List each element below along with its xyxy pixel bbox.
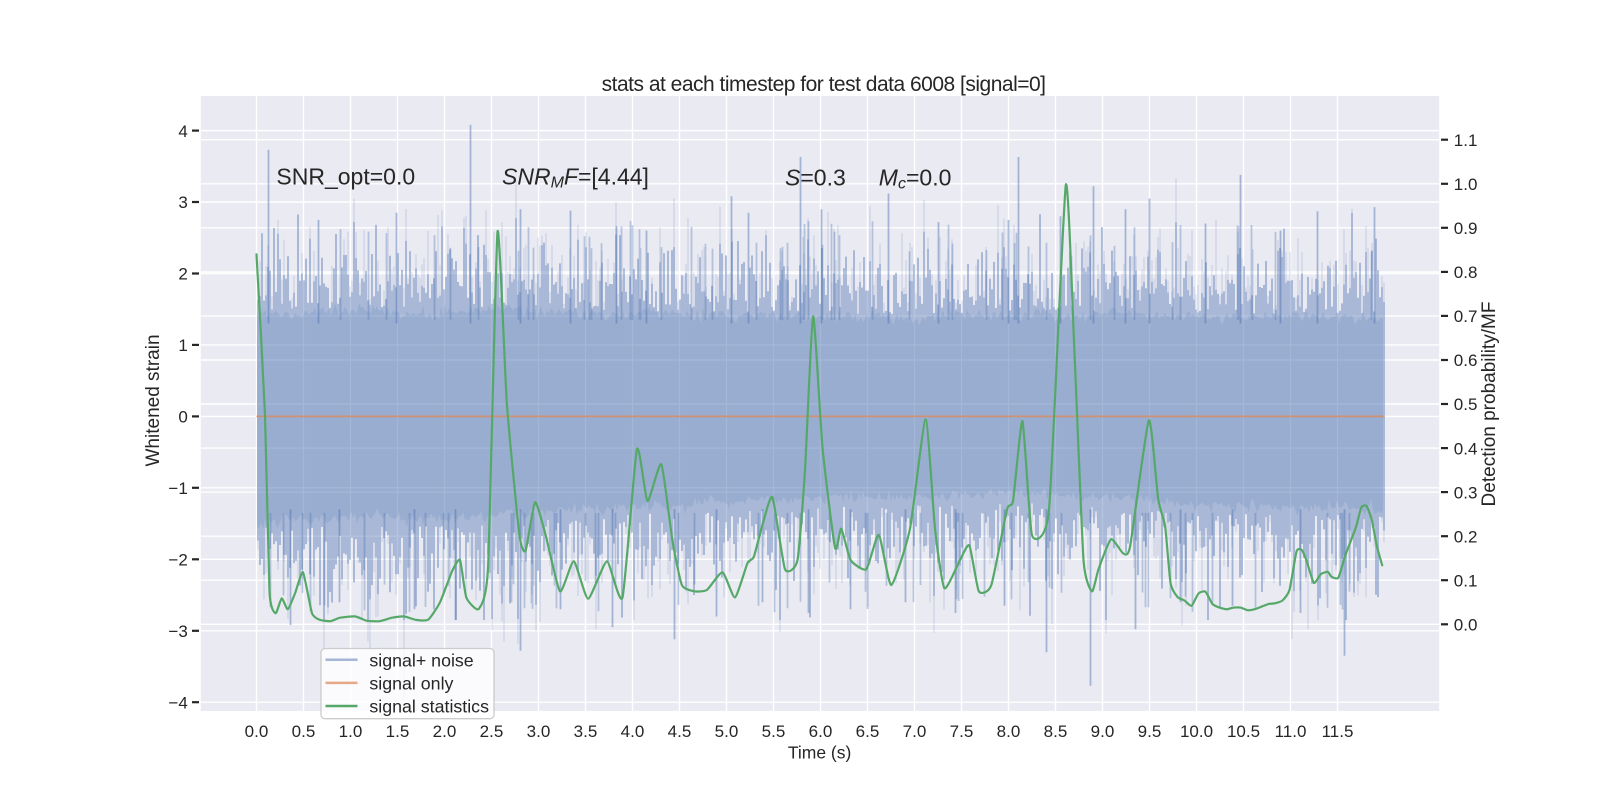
svg-text:3.0: 3.0 [527, 722, 551, 741]
svg-text:signal only: signal only [369, 673, 453, 693]
svg-text:0.0: 0.0 [245, 722, 269, 741]
svg-text:9.5: 9.5 [1138, 722, 1162, 741]
svg-text:7.5: 7.5 [950, 722, 974, 741]
svg-text:8.5: 8.5 [1044, 722, 1068, 741]
svg-text:Detection probability/MF: Detection probability/MF [1479, 302, 1500, 507]
svg-text:0.9: 0.9 [1454, 219, 1478, 238]
svg-text:10.5: 10.5 [1227, 722, 1260, 741]
svg-text:S=0.3: S=0.3 [785, 165, 846, 191]
svg-text:0: 0 [178, 408, 187, 427]
svg-text:10.0: 10.0 [1180, 722, 1213, 741]
svg-text:0.5: 0.5 [1454, 395, 1478, 414]
svg-text:0.5: 0.5 [292, 722, 316, 741]
svg-text:Whitened strain: Whitened strain [143, 334, 164, 466]
svg-text:3.5: 3.5 [574, 722, 598, 741]
svg-text:1.5: 1.5 [386, 722, 410, 741]
svg-text:−1: −1 [168, 479, 187, 498]
svg-text:1: 1 [178, 336, 187, 355]
svg-text:3: 3 [178, 193, 187, 212]
svg-text:2.5: 2.5 [480, 722, 504, 741]
svg-text:SNRMF=[4.44]: SNRMF=[4.44] [502, 164, 649, 192]
svg-text:−4: −4 [168, 693, 187, 712]
svg-text:8.0: 8.0 [997, 722, 1021, 741]
svg-text:1.1: 1.1 [1454, 131, 1478, 150]
svg-text:−3: −3 [168, 622, 187, 641]
svg-text:−2: −2 [168, 551, 187, 570]
svg-text:signal statistics: signal statistics [369, 697, 489, 717]
svg-text:SNR_opt=0.0: SNR_opt=0.0 [276, 164, 415, 190]
svg-text:4.0: 4.0 [621, 722, 645, 741]
svg-text:2.0: 2.0 [433, 722, 457, 741]
svg-text:2: 2 [178, 265, 187, 284]
svg-text:signal+ noise: signal+ noise [369, 650, 473, 670]
svg-text:11.0: 11.0 [1275, 722, 1307, 741]
svg-text:0.6: 0.6 [1454, 351, 1478, 370]
svg-text:0.1: 0.1 [1454, 572, 1478, 591]
svg-text:1.0: 1.0 [1454, 175, 1478, 194]
svg-text:0.3: 0.3 [1454, 483, 1478, 502]
svg-text:7.0: 7.0 [903, 722, 927, 741]
svg-text:6.0: 6.0 [809, 722, 833, 741]
svg-text:stats at each timestep for tes: stats at each timestep for test data 600… [602, 73, 1046, 96]
svg-text:5.0: 5.0 [715, 722, 739, 741]
svg-text:0.2: 0.2 [1454, 527, 1478, 546]
svg-text:0.0: 0.0 [1454, 616, 1478, 635]
svg-text:4: 4 [178, 122, 187, 141]
svg-text:11.5: 11.5 [1322, 722, 1354, 741]
svg-text:1.0: 1.0 [339, 722, 363, 741]
svg-text:0.8: 0.8 [1454, 263, 1478, 282]
svg-text:6.5: 6.5 [856, 722, 880, 741]
svg-text:4.5: 4.5 [668, 722, 692, 741]
svg-text:Time (s): Time (s) [788, 743, 852, 763]
svg-text:0.7: 0.7 [1454, 307, 1478, 326]
svg-text:0.4: 0.4 [1454, 439, 1478, 458]
svg-text:Mc=0.0: Mc=0.0 [879, 165, 952, 193]
svg-text:5.5: 5.5 [762, 722, 786, 741]
svg-text:9.0: 9.0 [1091, 722, 1115, 741]
